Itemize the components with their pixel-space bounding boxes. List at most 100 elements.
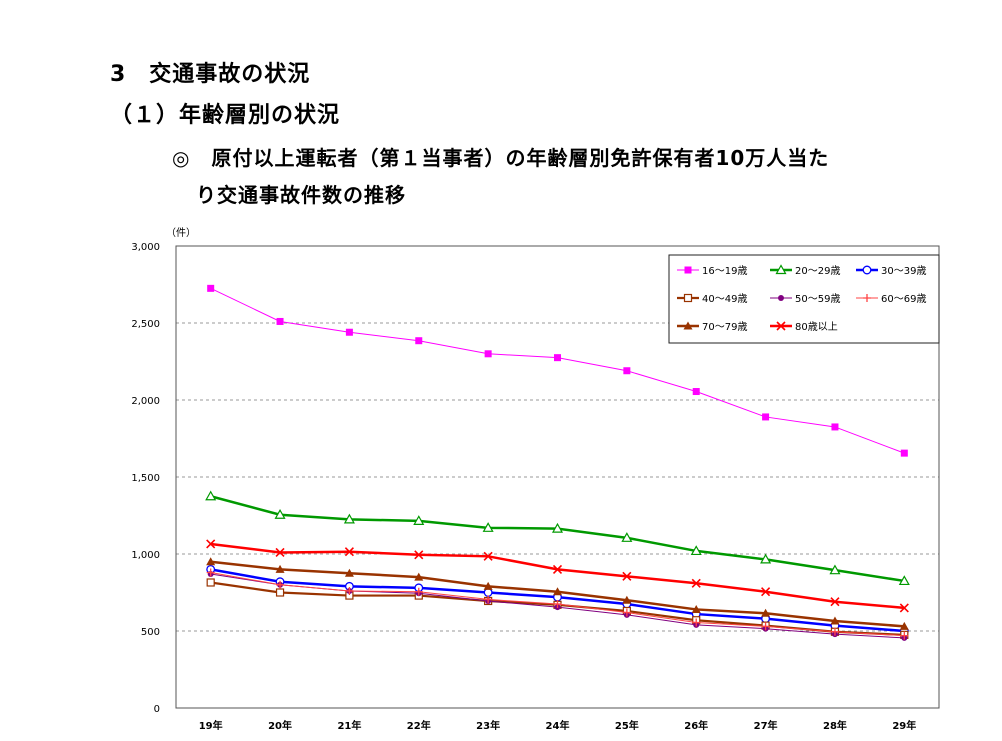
data-point xyxy=(623,367,631,375)
data-point xyxy=(622,571,632,581)
data-point xyxy=(206,539,216,549)
legend-item: 80歳以上 xyxy=(770,321,838,333)
data-point xyxy=(830,597,840,607)
data-point xyxy=(692,618,701,627)
data-point xyxy=(622,595,632,604)
legend: 16～19歳 20～29歳 30～39歳 40～49歳 50～59歳 60～69歳 70～7… xyxy=(668,254,940,344)
x-axis-ticks: 19年 20年 21年 22年 23年 24年 25年 26年 27年 28年 29年 xyxy=(199,719,917,732)
data-point xyxy=(691,578,701,588)
series-6 xyxy=(206,568,909,640)
y-tick-label: 2,500 xyxy=(131,319,160,330)
x-tick-label: 29年 xyxy=(892,719,916,732)
data-point xyxy=(552,564,563,574)
data-point xyxy=(900,631,909,640)
legend-item: 20～29歳 xyxy=(770,264,840,277)
data-point xyxy=(692,388,700,396)
y-axis-unit-label: （件） xyxy=(166,227,196,239)
legend-item: 60～69歳 xyxy=(856,293,926,305)
data-point xyxy=(551,522,564,533)
data-point xyxy=(621,532,633,542)
series-7 xyxy=(206,557,909,630)
grid-lines xyxy=(176,322,939,632)
data-point xyxy=(899,603,909,613)
data-point xyxy=(762,413,770,421)
y-tick-label: 2,000 xyxy=(131,396,160,407)
legend-marker xyxy=(683,321,693,330)
chart-description-line2: り交通事故件数の推移 xyxy=(196,183,406,207)
data-point xyxy=(484,350,492,358)
series-2 xyxy=(205,490,910,586)
data-point xyxy=(345,328,353,336)
legend-label: 16～19歳 xyxy=(702,265,747,277)
legend-item: 40～49歳 xyxy=(677,293,747,305)
data-point xyxy=(276,580,285,589)
legend-marker xyxy=(776,321,786,331)
series-lines xyxy=(205,284,910,641)
legend-marker xyxy=(778,295,784,301)
legend-marker xyxy=(775,264,787,275)
y-tick-label: 1,500 xyxy=(131,473,160,484)
section-title: 3 交通事故の状況 xyxy=(110,62,311,87)
legend-item: 16～19歳 xyxy=(677,265,747,277)
data-point xyxy=(831,423,839,431)
data-point xyxy=(760,553,772,564)
x-tick-label: 21年 xyxy=(337,719,361,732)
data-point xyxy=(691,604,701,613)
legend-label: 80歳以上 xyxy=(795,321,838,333)
data-point xyxy=(900,449,908,457)
legend-item: 30～39歳 xyxy=(856,265,926,277)
data-point xyxy=(345,586,354,595)
y-tick-label: 1,000 xyxy=(131,550,160,561)
data-point xyxy=(344,547,354,557)
legend-label: 50～59歳 xyxy=(795,293,840,305)
data-point xyxy=(899,621,909,630)
legend-label: 40～49歳 xyxy=(702,293,747,305)
y-tick-label: 500 xyxy=(141,627,160,638)
data-point xyxy=(482,522,494,532)
data-point xyxy=(206,578,215,587)
legend-label: 70～79歳 xyxy=(702,321,747,333)
y-tick-label: 3,000 xyxy=(131,242,160,253)
data-point xyxy=(207,284,215,292)
legend-marker xyxy=(683,293,693,303)
data-point xyxy=(898,575,910,586)
data-point xyxy=(761,608,771,617)
data-point xyxy=(276,317,284,325)
data-point xyxy=(830,616,840,625)
data-point xyxy=(414,587,423,596)
series-8 xyxy=(206,539,909,613)
y-axis-ticks: 0 500 1,000 1,500 2,000 2,500 3,000 xyxy=(131,242,160,715)
x-tick-label: 28年 xyxy=(823,719,847,732)
data-point xyxy=(205,490,217,501)
data-point xyxy=(484,595,493,604)
data-point xyxy=(206,568,215,577)
plot-frame xyxy=(175,245,940,709)
x-tick-label: 22年 xyxy=(407,719,431,732)
data-point xyxy=(413,515,425,525)
x-tick-label: 24年 xyxy=(546,719,570,732)
data-point xyxy=(344,568,354,577)
data-point xyxy=(622,608,631,617)
legend-box xyxy=(668,254,940,344)
data-point xyxy=(275,564,285,573)
data-point xyxy=(553,587,562,596)
legend-label: 60～69歳 xyxy=(881,293,926,305)
data-point xyxy=(414,550,424,560)
x-tick-label: 19年 xyxy=(199,719,223,732)
data-point xyxy=(761,587,771,597)
legend-marker xyxy=(863,294,871,302)
y-tick-label: 0 xyxy=(154,704,160,715)
data-point xyxy=(343,513,355,524)
data-point xyxy=(206,557,216,566)
legend-marker xyxy=(684,266,692,274)
data-point xyxy=(415,337,423,345)
data-point xyxy=(830,627,839,636)
x-tick-label: 20年 xyxy=(268,719,292,732)
data-point xyxy=(829,564,841,575)
data-point xyxy=(274,509,286,519)
legend-label: 30～39歳 xyxy=(881,265,926,277)
data-point xyxy=(553,600,562,609)
data-point xyxy=(275,547,285,558)
subsection-title: （１）年齢層別の状況 xyxy=(110,103,341,128)
